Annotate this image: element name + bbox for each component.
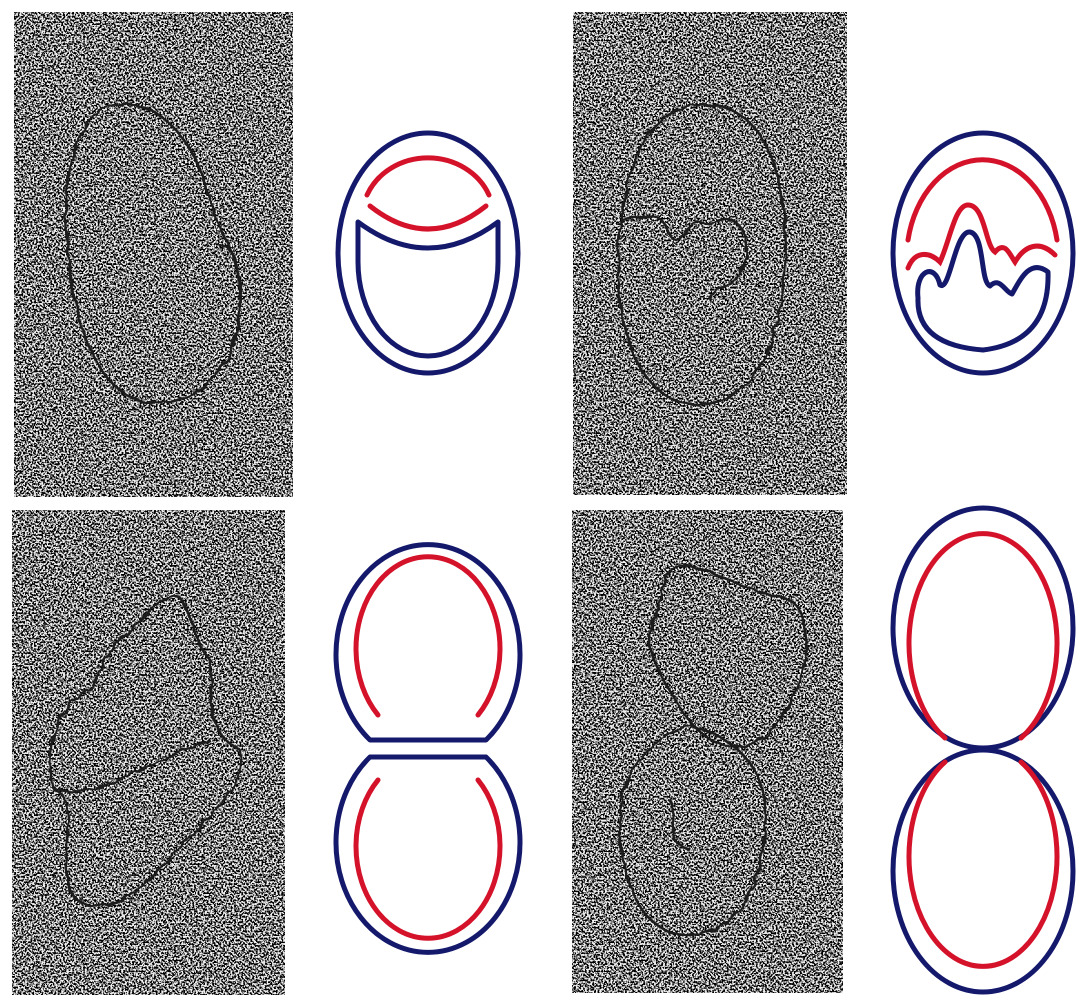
- outer-strand: [890, 130, 1076, 376]
- new-strand: [364, 155, 492, 198]
- new-strand: [353, 554, 503, 718]
- micrograph: [12, 510, 285, 995]
- outer-strand: [890, 747, 1076, 995]
- new-strand: [367, 203, 489, 232]
- micrograph: [572, 510, 843, 993]
- diagram-3: [333, 542, 523, 955]
- diagram-4: [890, 505, 1076, 995]
- dna-loop: [668, 799, 691, 852]
- dna-loop: [48, 593, 243, 908]
- new-strand: [905, 157, 1060, 243]
- dna-loop: [618, 723, 767, 937]
- new-strand: [353, 777, 503, 941]
- outer-strand: [333, 754, 523, 955]
- parent-strand: [915, 229, 1051, 353]
- dna-loop: [64, 102, 242, 405]
- diagram-1: [335, 130, 521, 376]
- new-strand: [906, 531, 1060, 741]
- dna-loop: [621, 215, 748, 301]
- new-strand: [906, 759, 1060, 969]
- new-strand: [905, 202, 1058, 271]
- outer-strand: [333, 542, 523, 743]
- dna-loop: [59, 738, 211, 793]
- micrograph: [573, 12, 847, 495]
- dna-outlines: [48, 102, 809, 937]
- outer-strand: [890, 505, 1076, 751]
- micrograph: [14, 12, 293, 497]
- outer-strand: [335, 130, 521, 376]
- dna-loop: [616, 103, 787, 407]
- parent-strand: [355, 219, 501, 359]
- dna-loop: [217, 243, 242, 331]
- dna-loop: [647, 563, 809, 748]
- diagram-2: [890, 130, 1076, 376]
